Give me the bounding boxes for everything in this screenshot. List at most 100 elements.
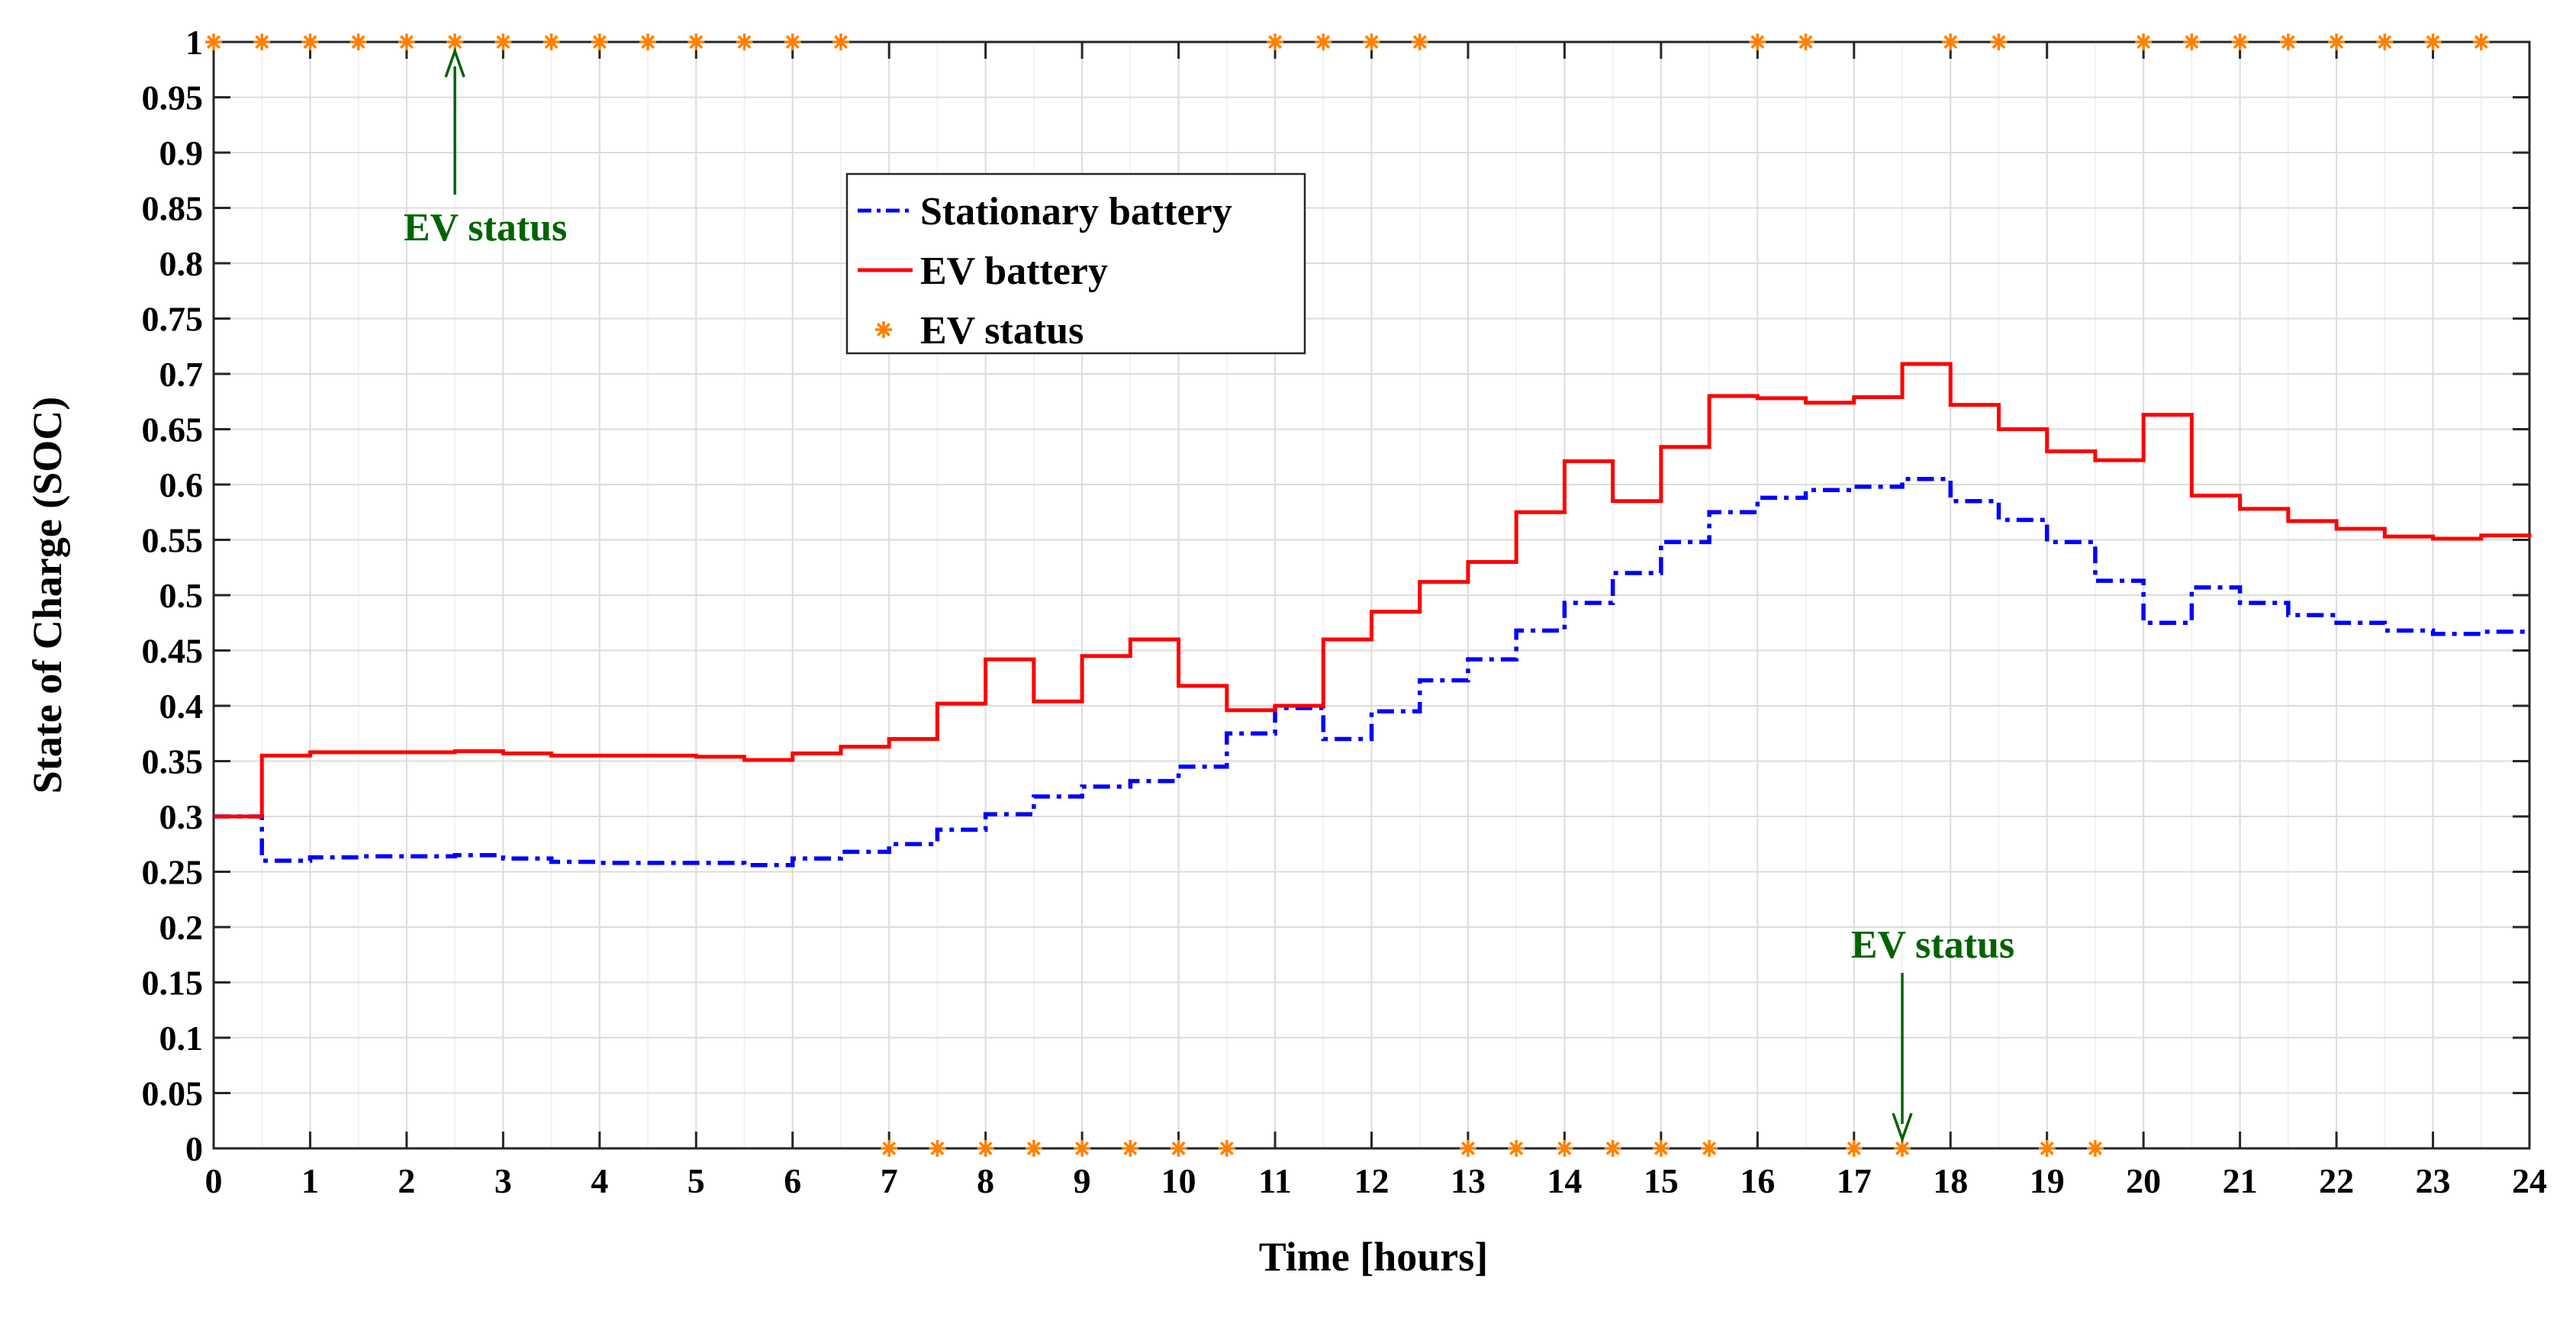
x-tick-label: 23 <box>2416 1161 2451 1200</box>
ev-status-marker <box>929 1140 946 1157</box>
ev-status-marker <box>832 34 849 50</box>
ev-status-marker <box>881 1140 898 1157</box>
ev-status-marker <box>2328 34 2346 50</box>
x-tick-label: 13 <box>1451 1161 1486 1200</box>
x-tick-label: 3 <box>494 1161 512 1200</box>
ev-status-annotation-label: EV status <box>1851 923 2014 967</box>
ev-status-marker <box>2472 34 2490 50</box>
ev-status-marker <box>784 34 801 50</box>
ev-status-marker <box>349 34 367 50</box>
legend-entry: EV status <box>875 309 1084 353</box>
ev-status-annotation: EV status <box>1851 923 2014 1144</box>
x-tick-label: 6 <box>784 1161 801 1200</box>
series-layer <box>205 34 2532 1157</box>
ev-status-marker <box>639 34 657 50</box>
ev-status-marker <box>1556 1140 1573 1157</box>
ev-status-marker <box>1315 34 1332 50</box>
x-tick-label: 19 <box>2030 1161 2065 1200</box>
ev-status-marker <box>1218 1140 1235 1157</box>
y-tick-label: 0.95 <box>142 79 204 118</box>
legend: Stationary battery EV battery EV status <box>845 172 1306 355</box>
x-tick-label: 12 <box>1354 1161 1389 1200</box>
y-tick-label: 0.55 <box>142 521 204 560</box>
x-tick-label: 22 <box>2319 1161 2354 1200</box>
ev-status-marker <box>1845 1140 1863 1157</box>
ev-status-annotation: EV status <box>404 47 567 250</box>
y-tick-label: 0.5 <box>159 576 204 615</box>
y-tick-label: 0.7 <box>159 355 204 394</box>
ev-status-marker <box>1459 1140 1476 1157</box>
grid-layer <box>213 41 2530 1149</box>
ev-battery-line <box>214 362 2532 819</box>
x-tick-label: 9 <box>1074 1161 1091 1200</box>
y-tick-label: 0.25 <box>142 853 204 892</box>
x-tick-label: 18 <box>1933 1161 1968 1200</box>
x-tick-label: 10 <box>1161 1161 1196 1200</box>
ev-status-marker <box>2086 1140 2104 1157</box>
ev-status-marker <box>446 34 464 50</box>
ev-status-marker <box>687 34 705 50</box>
ev-status-marker <box>2183 34 2201 50</box>
ev-status-marker <box>1652 1140 1670 1157</box>
y-tick-label: 0.6 <box>159 465 204 504</box>
ev-status-annotation-label: EV status <box>404 206 567 250</box>
ev-status-marker <box>494 34 512 50</box>
ev-status-marker <box>2279 34 2297 50</box>
y-tick-label: 1 <box>185 23 203 62</box>
x-tick-label: 20 <box>2126 1161 2161 1200</box>
ev-status-marker <box>1363 34 1380 50</box>
ev-status-marker <box>736 34 753 50</box>
y-tick-label: 0.15 <box>142 964 204 1003</box>
x-tick-label: 24 <box>2512 1161 2547 1200</box>
y-tick-label: 0.3 <box>159 797 204 836</box>
x-tick-label: 1 <box>301 1161 319 1200</box>
legend-label: EV status <box>920 309 1084 353</box>
ev-status-marker <box>1411 34 1428 50</box>
legend-label: Stationary battery <box>920 190 1232 233</box>
y-tick-label: 0.45 <box>142 632 204 671</box>
y-tick-label: 0.8 <box>159 244 204 283</box>
ev-status-marker <box>1990 34 2008 50</box>
stationary-battery-line <box>214 477 2529 868</box>
legend-box <box>845 172 1306 355</box>
y-tick-label: 0.85 <box>142 189 204 228</box>
ev-status-marker <box>205 34 222 50</box>
y-tick-label: 0.9 <box>159 134 204 172</box>
x-tick-label: 8 <box>977 1161 994 1200</box>
annotation-layer: EV status EV status <box>404 47 2014 1144</box>
ev-status-marker <box>977 1140 994 1157</box>
y-tick-label: 0.35 <box>142 742 204 781</box>
ev-status-marker <box>2424 34 2442 50</box>
x-tick-label: 0 <box>205 1161 223 1200</box>
ev-status-marker <box>591 34 608 50</box>
x-tick-label: 5 <box>687 1161 705 1200</box>
ev-status-marker <box>1701 1140 1718 1157</box>
legend-entry: Stationary battery <box>858 190 1232 233</box>
ev-status-marker <box>301 34 319 50</box>
x-tick-label: 15 <box>1644 1161 1679 1200</box>
ev-status-marker <box>1797 34 1814 50</box>
ev-status-marker <box>398 34 415 50</box>
x-tick-label: 11 <box>1258 1161 1291 1200</box>
y-tick-label: 0.2 <box>159 908 204 947</box>
ev-status-marker <box>2376 34 2394 50</box>
x-tick-label: 16 <box>1740 1161 1775 1200</box>
ev-status-marker <box>1508 1140 1525 1157</box>
ev-status-marker <box>2135 34 2153 50</box>
ev-status-marker <box>1749 34 1766 50</box>
y-axis-label: State of Charge (SOC) <box>24 397 70 794</box>
ev-status-marker <box>1025 1140 1042 1157</box>
y-tick-label: 0.75 <box>142 300 204 339</box>
ev-status-marker <box>543 34 560 50</box>
x-tick-label: 17 <box>1837 1161 1872 1200</box>
y-tick-label: 0.1 <box>159 1019 204 1058</box>
x-tick-label: 7 <box>881 1161 898 1200</box>
ev-status-marker <box>1074 1140 1091 1157</box>
x-axis-label: Time [hours] <box>1259 1234 1489 1280</box>
ev-status-marker <box>1267 34 1284 50</box>
y-tick-label: 0.05 <box>142 1074 204 1113</box>
ev-status-marker <box>2038 1140 2056 1157</box>
legend-label: EV battery <box>920 250 1108 293</box>
